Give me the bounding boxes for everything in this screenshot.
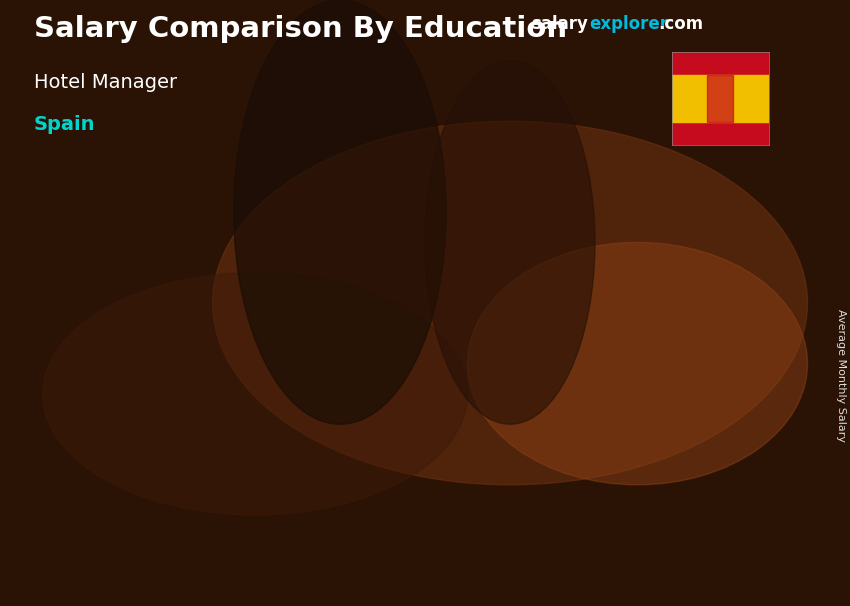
Text: 6,800 EUR: 6,800 EUR xyxy=(530,263,609,278)
Polygon shape xyxy=(501,341,527,527)
Bar xyxy=(672,75,769,122)
Text: 3,580 EUR: 3,580 EUR xyxy=(196,379,277,393)
Ellipse shape xyxy=(425,61,595,424)
Polygon shape xyxy=(574,282,689,284)
Ellipse shape xyxy=(468,242,808,485)
Polygon shape xyxy=(87,417,203,418)
Text: +18%: +18% xyxy=(171,332,238,352)
Text: Salary Comparison By Education: Salary Comparison By Education xyxy=(34,15,567,43)
Ellipse shape xyxy=(234,0,446,424)
Text: Average Monthly Salary: Average Monthly Salary xyxy=(836,309,846,442)
Text: salary: salary xyxy=(531,15,588,33)
Polygon shape xyxy=(249,398,365,399)
Text: 5,190 EUR: 5,190 EUR xyxy=(359,321,439,335)
Polygon shape xyxy=(428,324,467,335)
Bar xyxy=(87,418,176,527)
Polygon shape xyxy=(589,267,628,276)
Ellipse shape xyxy=(42,273,468,515)
Polygon shape xyxy=(264,382,303,392)
Polygon shape xyxy=(338,398,365,527)
Text: explorer: explorer xyxy=(589,15,668,33)
Polygon shape xyxy=(663,282,689,527)
Text: Spain: Spain xyxy=(34,115,95,134)
Polygon shape xyxy=(176,417,203,527)
Bar xyxy=(249,399,338,527)
Text: .com: .com xyxy=(659,15,704,33)
Text: +31%: +31% xyxy=(496,230,563,250)
Text: +45%: +45% xyxy=(333,256,400,276)
Ellipse shape xyxy=(212,121,808,485)
Bar xyxy=(574,284,663,527)
Bar xyxy=(707,75,734,122)
Bar xyxy=(411,341,501,527)
Text: Hotel Manager: Hotel Manager xyxy=(34,73,177,92)
Text: 3,050 EUR: 3,050 EUR xyxy=(35,398,115,411)
